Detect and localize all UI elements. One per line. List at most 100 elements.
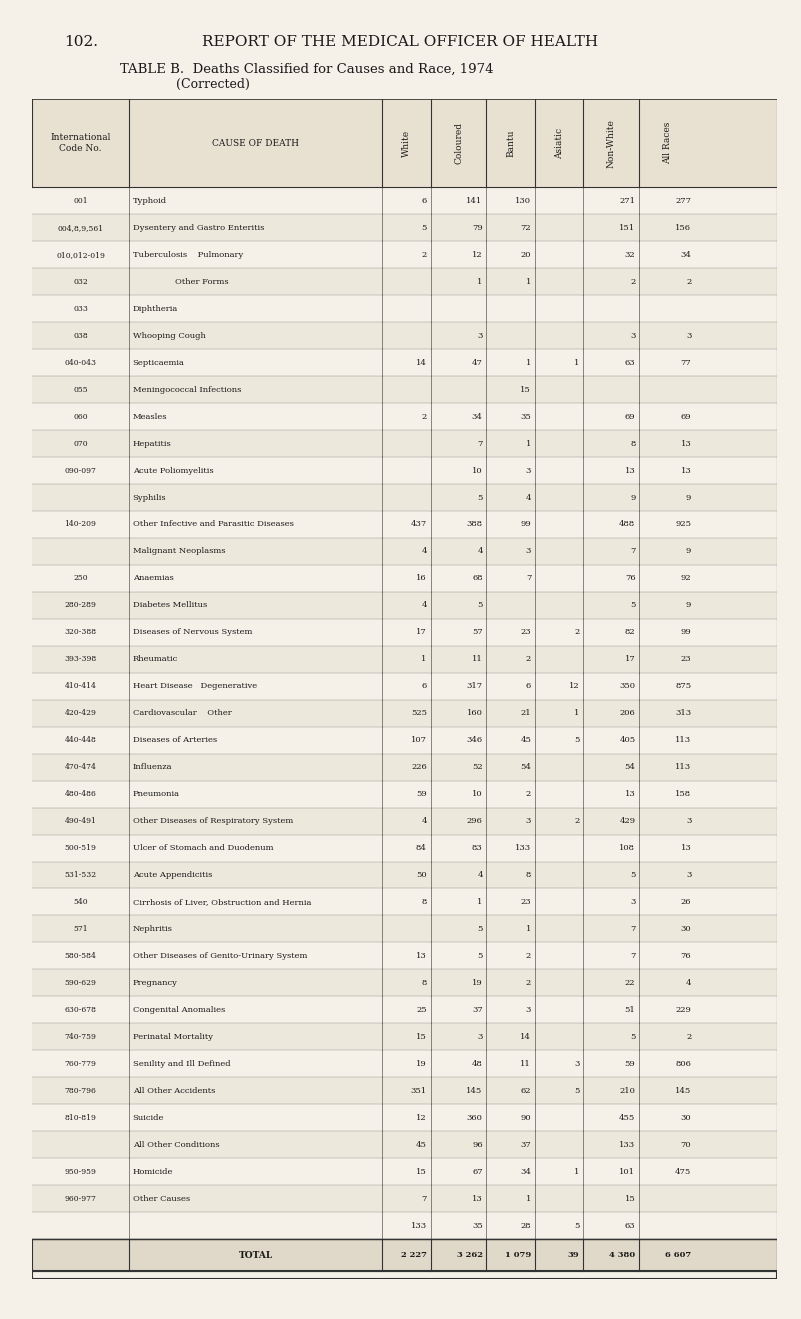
Text: 7: 7 xyxy=(630,925,635,933)
Text: 13: 13 xyxy=(416,952,427,960)
Text: 740-759: 740-759 xyxy=(65,1033,96,1041)
Text: 475: 475 xyxy=(675,1167,691,1175)
Text: 101: 101 xyxy=(619,1167,635,1175)
Text: Diabetes Mellitus: Diabetes Mellitus xyxy=(133,601,207,609)
Text: 5: 5 xyxy=(630,601,635,609)
Text: Acute Poliomyelitis: Acute Poliomyelitis xyxy=(133,467,213,475)
Text: 5: 5 xyxy=(630,1033,635,1041)
Bar xyxy=(32,592,777,619)
Text: 2: 2 xyxy=(686,278,691,286)
Text: 52: 52 xyxy=(472,764,483,772)
Text: 032: 032 xyxy=(73,278,88,286)
Text: Measles: Measles xyxy=(133,413,167,421)
Text: 540: 540 xyxy=(73,898,88,906)
Bar xyxy=(32,861,777,889)
Text: 133: 133 xyxy=(619,1141,635,1149)
Text: 59: 59 xyxy=(416,790,427,798)
Text: 388: 388 xyxy=(467,521,483,529)
Text: 410-414: 410-414 xyxy=(65,682,96,690)
Text: Coloured: Coloured xyxy=(454,123,463,164)
Text: 060: 060 xyxy=(73,413,88,421)
Text: 6: 6 xyxy=(421,197,427,204)
Text: 033: 033 xyxy=(73,305,88,313)
Text: 9: 9 xyxy=(686,547,691,555)
Text: 1: 1 xyxy=(525,359,531,367)
Text: 34: 34 xyxy=(521,1167,531,1175)
Text: Suicide: Suicide xyxy=(133,1113,164,1121)
Text: 440-448: 440-448 xyxy=(65,736,96,744)
Bar xyxy=(32,1132,777,1158)
Bar xyxy=(32,942,777,969)
Text: Rheumatic: Rheumatic xyxy=(133,656,178,663)
Bar xyxy=(32,484,777,510)
Text: 13: 13 xyxy=(472,1195,483,1203)
Text: 350: 350 xyxy=(619,682,635,690)
Text: 68: 68 xyxy=(472,574,483,583)
Text: Homicide: Homicide xyxy=(133,1167,173,1175)
Text: 950-959: 950-959 xyxy=(65,1167,96,1175)
Text: Hepatitis: Hepatitis xyxy=(133,439,171,447)
Text: 82: 82 xyxy=(625,628,635,636)
Text: 133: 133 xyxy=(411,1221,427,1229)
Bar xyxy=(32,889,777,915)
Text: 490-491: 490-491 xyxy=(65,816,96,826)
Text: White: White xyxy=(402,129,411,157)
Text: 8: 8 xyxy=(630,439,635,447)
Text: 7: 7 xyxy=(525,574,531,583)
Text: Other Causes: Other Causes xyxy=(133,1195,190,1203)
Text: Whooping Cough: Whooping Cough xyxy=(133,332,206,340)
Text: 9: 9 xyxy=(630,493,635,501)
Bar xyxy=(32,781,777,807)
Text: 960-977: 960-977 xyxy=(65,1195,96,1203)
Text: 10: 10 xyxy=(472,467,483,475)
Text: 2: 2 xyxy=(686,1033,691,1041)
Bar xyxy=(32,1212,777,1239)
Text: 3: 3 xyxy=(525,1006,531,1014)
Text: 1: 1 xyxy=(525,278,531,286)
Bar xyxy=(32,565,777,592)
Text: REPORT OF THE MEDICAL OFFICER OF HEALTH: REPORT OF THE MEDICAL OFFICER OF HEALTH xyxy=(203,36,598,49)
Text: 35: 35 xyxy=(521,413,531,421)
Bar xyxy=(32,1184,777,1212)
Text: 92: 92 xyxy=(681,574,691,583)
Text: 351: 351 xyxy=(411,1087,427,1095)
Text: 26: 26 xyxy=(681,898,691,906)
Text: Acute Appendicitis: Acute Appendicitis xyxy=(133,871,212,878)
Bar xyxy=(32,538,777,565)
Text: 160: 160 xyxy=(467,710,483,718)
Bar xyxy=(32,404,777,430)
Text: 23: 23 xyxy=(681,656,691,663)
Text: 8: 8 xyxy=(525,871,531,878)
Text: 158: 158 xyxy=(675,790,691,798)
Text: 206: 206 xyxy=(620,710,635,718)
Bar xyxy=(32,1050,777,1078)
Text: 1: 1 xyxy=(574,710,580,718)
Bar xyxy=(32,915,777,942)
Text: 429: 429 xyxy=(619,816,635,826)
Text: 133: 133 xyxy=(515,844,531,852)
Text: 2: 2 xyxy=(630,278,635,286)
Bar xyxy=(32,215,777,241)
Text: 72: 72 xyxy=(521,224,531,232)
Text: 63: 63 xyxy=(625,359,635,367)
Text: 79: 79 xyxy=(472,224,483,232)
Text: 140-209: 140-209 xyxy=(65,521,96,529)
Text: 12: 12 xyxy=(472,251,483,259)
Text: 13: 13 xyxy=(681,844,691,852)
Text: 280-289: 280-289 xyxy=(65,601,96,609)
Text: 90: 90 xyxy=(521,1113,531,1121)
Text: 1: 1 xyxy=(421,656,427,663)
Bar xyxy=(32,1078,777,1104)
Text: 7: 7 xyxy=(630,952,635,960)
Text: 12: 12 xyxy=(417,1113,427,1121)
Text: 113: 113 xyxy=(675,764,691,772)
Text: 13: 13 xyxy=(625,790,635,798)
Text: 39: 39 xyxy=(568,1252,580,1260)
Text: 3: 3 xyxy=(686,871,691,878)
Text: 77: 77 xyxy=(681,359,691,367)
Text: 010,012-019: 010,012-019 xyxy=(56,251,105,259)
Text: 9: 9 xyxy=(686,601,691,609)
Bar xyxy=(32,700,777,727)
Text: 35: 35 xyxy=(472,1221,483,1229)
Text: 1 079: 1 079 xyxy=(505,1252,531,1260)
